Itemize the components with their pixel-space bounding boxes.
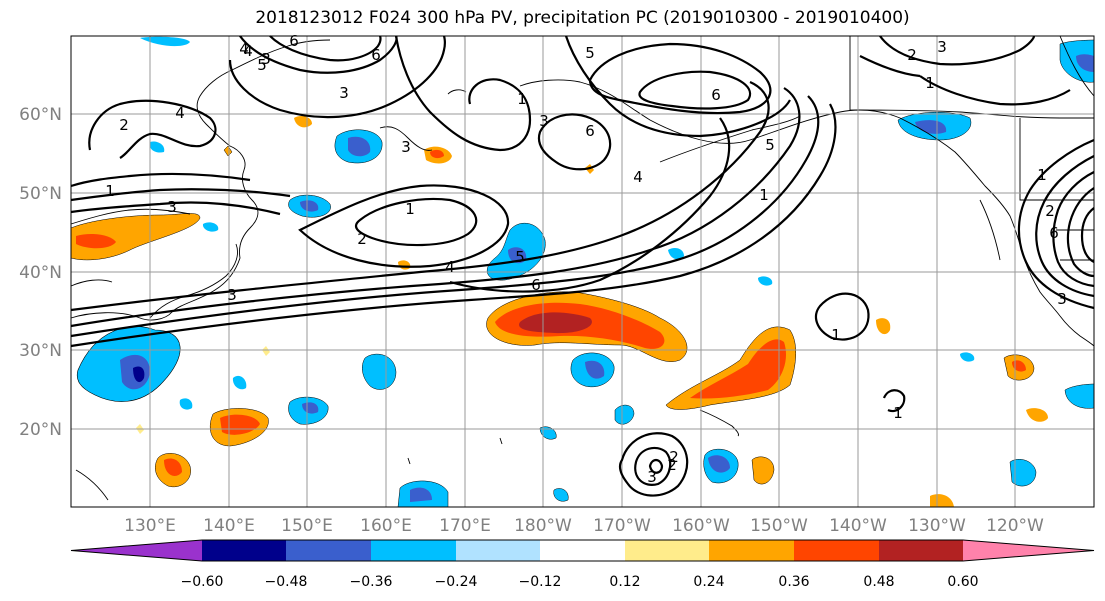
colorbar-segment	[202, 540, 286, 561]
contour-label: 6	[711, 86, 721, 104]
contour-label: 2	[1045, 202, 1055, 220]
contour-label: 2	[119, 116, 129, 134]
contour-label: 4	[243, 42, 253, 60]
colorbar-outline	[70, 539, 1095, 562]
colorbar-segment	[963, 540, 1094, 561]
colorbar-segment	[709, 540, 794, 561]
lat-label: 20°N	[19, 420, 62, 440]
lon-label: 170°E	[439, 516, 491, 536]
colorbar-label: −0.36	[350, 574, 393, 590]
colorbar-segment	[540, 540, 625, 561]
contour-label: 6	[371, 46, 381, 64]
contour-label: 3	[539, 112, 549, 130]
colorbar-label: 0.48	[863, 574, 894, 590]
lon-label: 150°E	[281, 516, 333, 536]
colorbar-label: −0.60	[181, 574, 224, 590]
colorbar-label: −0.12	[519, 574, 562, 590]
lat-label: 30°N	[19, 341, 62, 361]
lon-label: 160°E	[360, 516, 412, 536]
latitude-labels: 60°N 50°N 40°N 30°N 20°N	[19, 105, 62, 440]
colorbar: −0.60 −0.48 −0.36 −0.24 −0.12 0.12 0.24 …	[70, 539, 1095, 590]
lat-label: 40°N	[19, 263, 62, 283]
map-frame	[70, 35, 1095, 508]
contour-label: 5	[515, 248, 525, 266]
pv-contours	[70, 35, 1095, 497]
lon-label: 180°W	[514, 516, 572, 536]
positive-precip-shading	[70, 116, 1048, 507]
colorbar-segment	[71, 540, 202, 561]
colorbar-segment	[371, 540, 456, 561]
contour-labels: 1 2 3 4 5 6 1 3 4 6 2 1 2 3 4 5 6 2 3 6 …	[105, 32, 1067, 486]
map-panel: 1 2 3 4 5 6 1 3 4 6 2 1 2 3 4 5 6 2 3 6 …	[70, 32, 1095, 508]
colorbar-segment	[625, 540, 709, 561]
contour-label: 1	[831, 326, 841, 344]
colorbar-segment	[456, 540, 540, 561]
map-title: 2018123012 F024 300 hPa PV, precipitatio…	[255, 8, 910, 28]
contour-label: 6	[1049, 224, 1059, 242]
contour-label: 1	[759, 186, 769, 204]
colorbar-label: 0.24	[693, 574, 724, 590]
contour-label: 2	[667, 456, 677, 474]
lon-label: 130°W	[908, 516, 966, 536]
contour-label: 5	[765, 136, 775, 154]
contour-label: 3	[227, 286, 237, 304]
colorbar-label: −0.48	[265, 574, 308, 590]
contour-label: 6	[585, 122, 595, 140]
contour-label: 1	[405, 200, 415, 218]
contour-label: 3	[339, 84, 349, 102]
contour-label: 1	[925, 74, 935, 92]
contour-label: 1	[517, 90, 527, 108]
colorbar-label: −0.24	[435, 574, 478, 590]
colorbar-label: 0.60	[947, 574, 978, 590]
lon-label: 140°E	[203, 516, 255, 536]
contour-label: 6	[289, 32, 299, 50]
colorbar-label: 0.12	[609, 574, 640, 590]
contour-label: 3	[167, 198, 177, 216]
lon-label: 160°W	[672, 516, 730, 536]
colorbar-segments	[70, 539, 1095, 562]
contour-label: 3	[647, 468, 657, 486]
contour-label: 2	[669, 448, 679, 466]
lat-label: 60°N	[19, 105, 62, 125]
negative-precip-shading	[76, 36, 1095, 508]
lon-label: 170°W	[593, 516, 651, 536]
contour-label: 4	[445, 258, 455, 276]
contour-label: 4	[175, 104, 185, 122]
contour-label: 6	[531, 276, 541, 294]
contour-label: 1	[105, 182, 115, 200]
contour-label: 3	[937, 38, 947, 56]
contour-label: 2	[357, 230, 367, 248]
contour-label: 4	[239, 40, 249, 58]
colorbar-segment	[286, 540, 371, 561]
colorbar-segment	[879, 540, 963, 561]
contour-label: 3	[401, 138, 411, 156]
contour-label: 1	[893, 404, 903, 422]
colorbar-label: 0.36	[778, 574, 809, 590]
contour-label: 1	[1037, 166, 1047, 184]
contour-label: 3	[1057, 290, 1067, 308]
contour-label: 2	[907, 46, 917, 64]
longitude-labels: 130°E 140°E 150°E 160°E 170°E 180°W 170°…	[124, 516, 1044, 536]
contour-label: 5	[585, 44, 595, 62]
contour-label: 3	[261, 50, 271, 68]
contour-label: 5	[257, 56, 267, 74]
colorbar-segment	[794, 540, 879, 561]
lat-label: 50°N	[19, 184, 62, 204]
lon-label: 120°W	[986, 516, 1044, 536]
lon-label: 140°W	[829, 516, 887, 536]
lon-label: 150°W	[750, 516, 808, 536]
gridlines	[71, 36, 1094, 507]
contour-label: 4	[633, 168, 643, 186]
lon-label: 130°E	[124, 516, 176, 536]
